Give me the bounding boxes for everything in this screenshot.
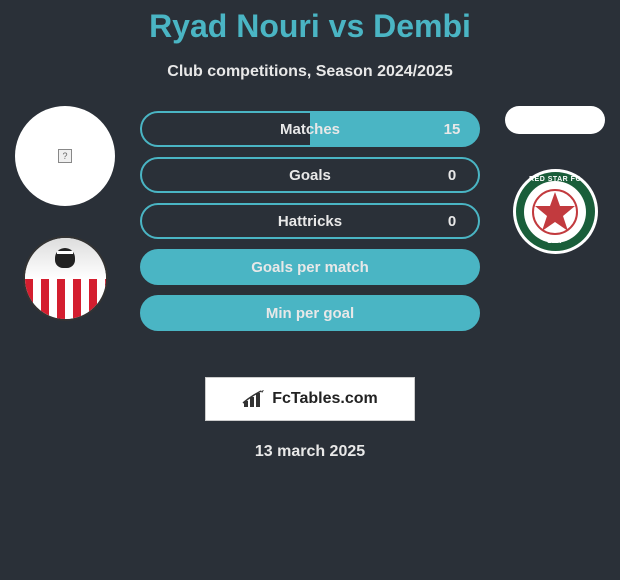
stat-right-value: 0 xyxy=(442,167,462,184)
stat-right-value: 0 xyxy=(442,213,462,230)
stat-min-per-goal: Min per goal xyxy=(140,295,480,331)
comparison-area: ? RED STAR FC 1897 xyxy=(0,111,620,371)
right-club-badge: RED STAR FC 1897 xyxy=(513,169,598,254)
bar-chart-icon xyxy=(242,389,266,409)
stat-right-value: 15 xyxy=(442,121,462,138)
stat-label: Matches xyxy=(280,121,340,138)
stat-hattricks: Hattricks 0 xyxy=(140,203,480,239)
stat-goals: Goals 0 xyxy=(140,157,480,193)
left-player-column: ? xyxy=(10,106,120,321)
star-icon xyxy=(532,189,578,235)
page-subtitle: Club competitions, Season 2024/2025 xyxy=(0,63,620,81)
left-player-avatar: ? xyxy=(15,106,115,206)
page-title: Ryad Nouri vs Dembi xyxy=(0,0,620,45)
placeholder-image-icon: ? xyxy=(58,149,72,163)
stat-label: Goals xyxy=(289,167,331,184)
left-club-badge xyxy=(23,236,108,321)
right-club-badge-year: 1897 xyxy=(547,238,563,245)
date-label: 13 march 2025 xyxy=(0,443,620,461)
right-player-avatar xyxy=(505,106,605,134)
fctables-text: FcTables.com xyxy=(272,390,378,408)
stat-label: Min per goal xyxy=(266,305,354,322)
right-player-column: RED STAR FC 1897 xyxy=(500,106,610,254)
stat-label: Goals per match xyxy=(251,259,369,276)
stat-matches: Matches 15 xyxy=(140,111,480,147)
stat-label: Hattricks xyxy=(278,213,342,230)
fctables-branding: FcTables.com xyxy=(205,377,415,421)
stat-goals-per-match: Goals per match xyxy=(140,249,480,285)
stats-column: Matches 15 Goals 0 Hattricks 0 Goals per… xyxy=(140,111,480,331)
